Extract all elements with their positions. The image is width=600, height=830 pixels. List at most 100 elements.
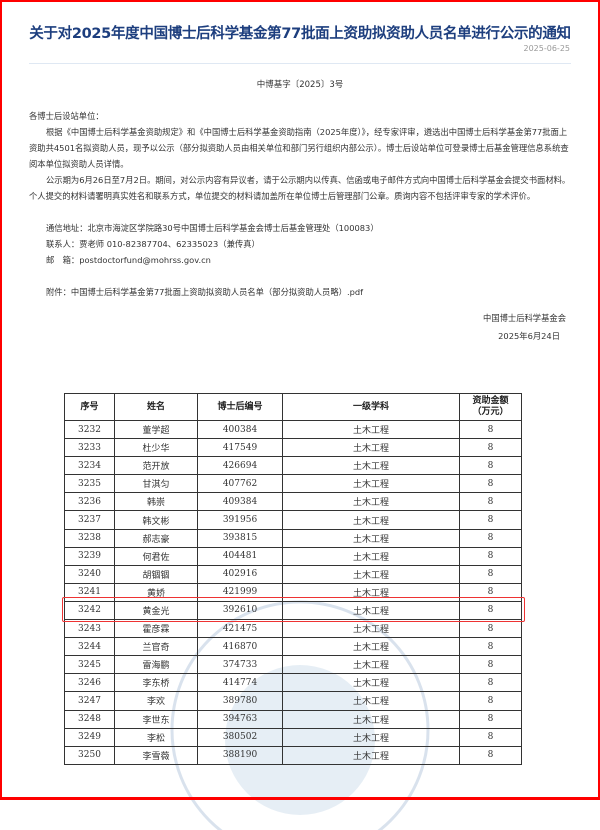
- table-row: 3250 李雪薇 388190 土木工程 8: [64, 745, 522, 765]
- cell-postdoc-id: 426694: [197, 456, 283, 476]
- cell-name: 李欢: [114, 691, 198, 711]
- cell-discipline: 土木工程: [282, 637, 460, 657]
- cell-name: 范开放: [114, 456, 198, 476]
- cell-name: 杜少华: [114, 438, 198, 458]
- cell-postdoc-id: 407762: [197, 474, 283, 494]
- paragraph: 根据《中国博士后科学基金资助规定》和《中国博士后科学基金资助指南（2025年度）…: [29, 127, 569, 169]
- cell-postdoc-id: 400384: [197, 419, 283, 440]
- cell-postdoc-id: 391956: [197, 510, 283, 530]
- cell-amount: 8: [459, 564, 522, 584]
- cell-discipline: 土木工程: [282, 709, 460, 729]
- publish-date: 2025-06-25: [523, 44, 571, 53]
- cell-name: 董学超: [114, 419, 198, 440]
- table-row: 3246 李东桥 414774 土木工程 8: [64, 673, 522, 693]
- cell-index: 3248: [64, 709, 115, 729]
- cell-postdoc-id: 388190: [197, 745, 283, 765]
- cell-discipline: 土木工程: [282, 691, 460, 711]
- cell-discipline: 土木工程: [282, 474, 460, 494]
- contact-person: 联系人：贾老师 010-82387704、62335023（兼传真）: [46, 239, 260, 249]
- cell-index: 3250: [64, 745, 115, 765]
- cell-name: 韩崇: [114, 492, 198, 512]
- table-row: 3237 韩文彬 391956 土木工程 8: [64, 510, 522, 530]
- salutation: 各博士后设站单位：: [29, 111, 104, 121]
- cell-discipline: 土木工程: [282, 546, 460, 566]
- table-row: 3234 范开放 426694 土木工程 8: [64, 456, 522, 476]
- cell-postdoc-id: 393815: [197, 528, 283, 548]
- signature: 中国博士后科学基金会 2025年6月24日: [483, 309, 566, 345]
- col-header-name: 姓名: [114, 393, 198, 421]
- col-header-amount: 资助金额（万元）: [459, 393, 522, 421]
- cell-discipline: 土木工程: [282, 438, 460, 458]
- recipients-table: 序号 姓名 博士后编号 一级学科 资助金额（万元） 3232 董学超 400384 土…: [64, 393, 522, 765]
- cell-name: 韩文彬: [114, 510, 198, 530]
- signature-org: 中国博士后科学基金会: [483, 313, 566, 323]
- cell-discipline: 土木工程: [282, 419, 460, 440]
- cell-index: 3232: [64, 419, 115, 440]
- cell-amount: 8: [459, 456, 522, 476]
- cell-name: 兰官奇: [114, 637, 198, 657]
- col-header-discipline: 一级学科: [282, 393, 460, 421]
- cell-discipline: 土木工程: [282, 528, 460, 548]
- cell-postdoc-id: 416870: [197, 637, 283, 657]
- document-number: 中博基字〔2025〕3号: [256, 80, 344, 90]
- cell-discipline: 土木工程: [282, 510, 460, 530]
- cell-discipline: 土木工程: [282, 673, 460, 693]
- table-row: 3233 杜少华 417549 土木工程 8: [64, 438, 522, 458]
- divider: [29, 63, 571, 64]
- cell-postdoc-id: 402916: [197, 564, 283, 584]
- cell-index: 3247: [64, 691, 115, 711]
- cell-postdoc-id: 417549: [197, 438, 283, 458]
- cell-name: 何君佐: [114, 546, 198, 566]
- page-title: 关于对2025年度中国博士后科学基金第77批面上资助拟资助人员名单进行公示的通知: [29, 26, 571, 42]
- cell-discipline: 土木工程: [282, 655, 460, 675]
- table-header-row: 序号 姓名 博士后编号 一级学科 资助金额（万元）: [64, 393, 522, 421]
- cell-postdoc-id: 414774: [197, 673, 283, 693]
- cell-discipline: 土木工程: [282, 492, 460, 512]
- table-row: 3239 何君佐 404481 土木工程 8: [64, 546, 522, 566]
- cell-name: 甘淇匀: [114, 474, 198, 494]
- cell-discipline: 土木工程: [282, 745, 460, 765]
- cell-amount: 8: [459, 619, 522, 639]
- cell-index: 3233: [64, 438, 115, 458]
- table-row: 3247 李欢 389780 土木工程 8: [64, 691, 522, 711]
- attachment-link[interactable]: 附件：中国博士后科学基金第77批面上资助拟资助人员名单（部分拟资助人员略）.pd…: [46, 287, 364, 297]
- table-row: 3244 兰官奇 416870 土木工程 8: [64, 637, 522, 657]
- cell-amount: 8: [459, 655, 522, 675]
- paragraph: 公示期为6月26日至7月2日。期间，对公示内容有异议者，请于公示期内以传真、信函…: [29, 175, 571, 201]
- cell-discipline: 土木工程: [282, 727, 460, 747]
- cell-index: 3245: [64, 655, 115, 675]
- cell-postdoc-id: 409384: [197, 492, 283, 512]
- cell-amount: 8: [459, 673, 522, 693]
- cell-index: 3239: [64, 546, 115, 566]
- cell-amount: 8: [459, 474, 522, 494]
- cell-amount: 8: [459, 419, 522, 440]
- cell-index: 3237: [64, 510, 115, 530]
- table-row: 3242 黄金光 392610 土木工程 8: [64, 600, 522, 621]
- cell-index: 3238: [64, 528, 115, 548]
- cell-amount: 8: [459, 492, 522, 512]
- cell-name: 霍彦霖: [114, 619, 198, 639]
- cell-name: 郝志豪: [114, 528, 198, 548]
- cell-amount: 8: [459, 528, 522, 548]
- table-row: 3249 李松 380502 土木工程 8: [64, 727, 522, 747]
- cell-amount: 8: [459, 600, 522, 621]
- highlighted-row-box: [62, 597, 525, 622]
- col-header-postdoc-id: 博士后编号: [197, 393, 283, 421]
- cell-postdoc-id: 380502: [197, 727, 283, 747]
- table-row: 3245 雷海鹏 374733 土木工程 8: [64, 655, 522, 675]
- cell-discipline: 土木工程: [282, 619, 460, 639]
- table-row: 3236 韩崇 409384 土木工程 8: [64, 492, 522, 512]
- cell-name: 胡锢锢: [114, 564, 198, 584]
- cell-amount: 8: [459, 546, 522, 566]
- cell-index: 3249: [64, 727, 115, 747]
- cell-index: 3234: [64, 456, 115, 476]
- cell-index: 3235: [64, 474, 115, 494]
- cell-amount: 8: [459, 691, 522, 711]
- cell-postdoc-id: 389780: [197, 691, 283, 711]
- contact-email: 邮 箱：postdoctorfund@mohrss.gov.cn: [46, 255, 211, 265]
- cell-postdoc-id: 374733: [197, 655, 283, 675]
- col-header-index: 序号: [64, 393, 115, 421]
- cell-name: 李雪薇: [114, 745, 198, 765]
- cell-index: 3244: [64, 637, 115, 657]
- cell-discipline: 土木工程: [282, 564, 460, 584]
